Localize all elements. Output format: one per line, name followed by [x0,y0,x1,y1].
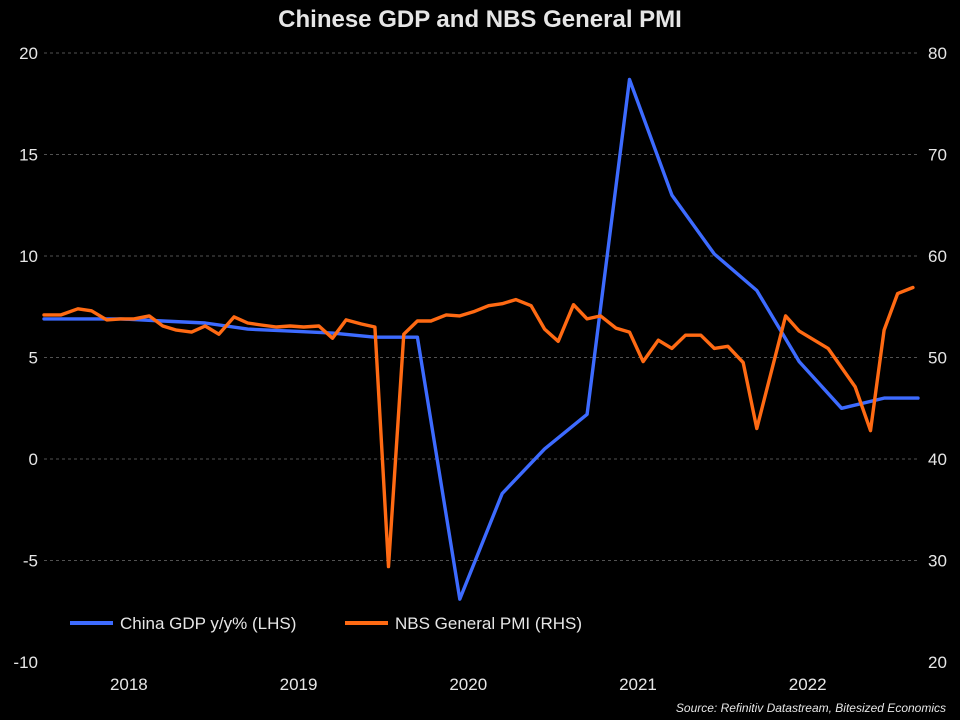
x-axis-tick-label: 2020 [449,675,487,694]
left-axis-tick-label: 0 [29,450,38,469]
x-axis-tick-label: 2018 [110,675,148,694]
x-axis-tick-label: 2019 [280,675,318,694]
left-axis-tick-label: -10 [13,653,38,672]
left-axis-tick-label: 5 [29,349,38,368]
left-axis-tick-label: -5 [23,552,38,571]
legend-pmi-label: NBS General PMI (RHS) [395,614,582,633]
gridlines [44,52,918,561]
left-axis-tick-label: 15 [19,146,38,165]
right-axis-tick-label: 60 [928,247,947,266]
left-axis-tick-label: 10 [19,247,38,266]
gdp-series-line [42,77,920,601]
chart-title: Chinese GDP and NBS General PMI [278,6,682,33]
right-axis-tick-label: 40 [928,450,947,469]
legend: China GDP y/y% (LHS) NBS General PMI (RH… [70,614,582,633]
right-axis-tick-label: 70 [928,146,947,165]
source-note: Source: Refinitiv Datastream, Bitesized … [676,701,946,715]
right-axis-tick-label: 20 [928,653,947,672]
x-axis-tick-label: 2022 [789,675,827,694]
right-axis-tick-label: 50 [928,349,947,368]
right-axis-tick-label: 80 [928,44,947,63]
left-axis-tick-label: 20 [19,44,38,63]
right-axis-tick-label: 30 [928,552,947,571]
x-axis-tick-label: 2021 [619,675,657,694]
legend-gdp-label: China GDP y/y% (LHS) [120,614,296,633]
series-lines [42,77,920,601]
pmi-series-line [42,285,915,569]
